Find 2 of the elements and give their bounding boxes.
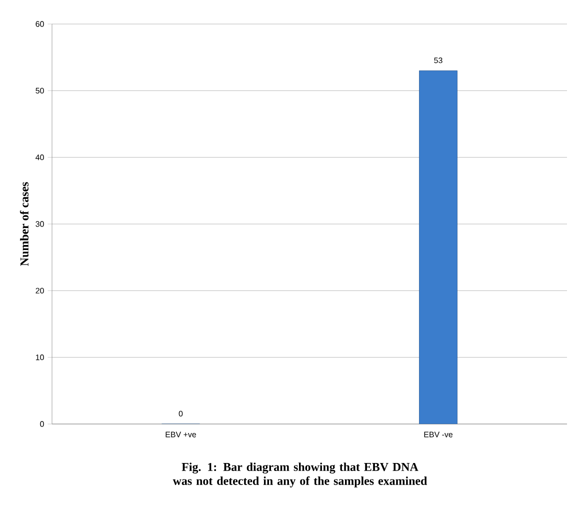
y-axis-title: Number of cases bbox=[20, 182, 29, 266]
caption: Fig. 1: Bar diagram showing that EBV DNA was not detected in any of the samples examined bbox=[172, 462, 428, 488]
